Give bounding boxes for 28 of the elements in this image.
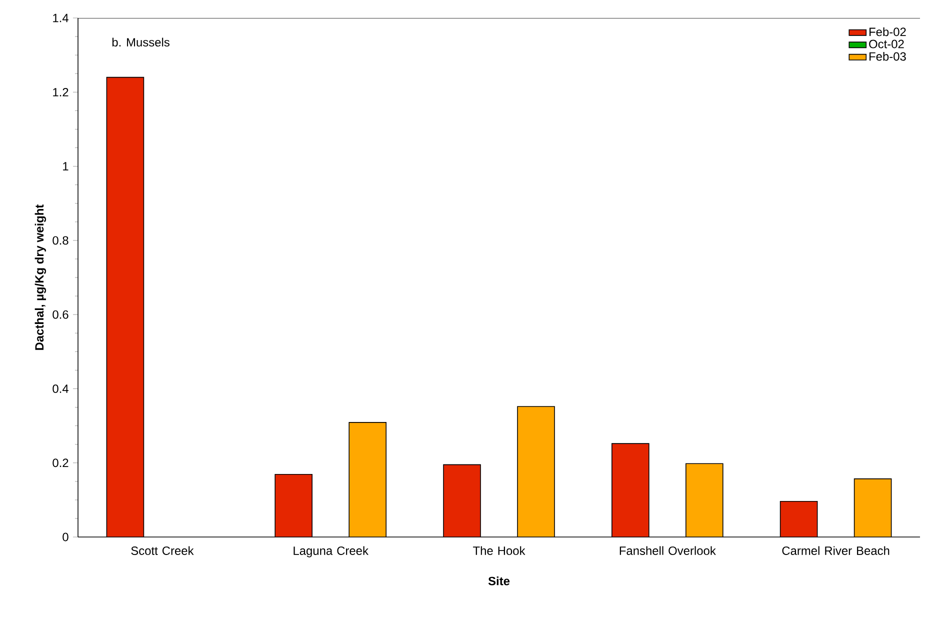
bar xyxy=(349,422,386,537)
y-axis-title: Dacthal, µg/Kg dry weight xyxy=(34,204,46,350)
y-tick-label: 1.4 xyxy=(53,14,68,22)
x-tick-label: The Hook xyxy=(473,546,526,555)
bar xyxy=(444,464,481,537)
y-tick-label: 0.8 xyxy=(52,236,68,245)
bar xyxy=(686,464,723,537)
y-tick-label: 0.4 xyxy=(52,384,68,393)
bar xyxy=(612,444,649,537)
x-tick-label: Fanshell Overlook xyxy=(620,546,716,555)
legend-label: Feb-03 xyxy=(870,52,906,61)
legend-label: Feb-02 xyxy=(870,27,906,36)
y-tick-label: 0.2 xyxy=(52,458,68,468)
x-tick-label: Scott Creek xyxy=(131,546,194,555)
legend-label: Oct-02 xyxy=(869,40,904,48)
x-axis-title: Site xyxy=(488,576,510,586)
bar xyxy=(780,501,818,537)
bar xyxy=(518,406,555,537)
x-tick-label: Carmel River Beach xyxy=(782,546,890,555)
y-tick-label: 0 xyxy=(62,532,68,542)
bar xyxy=(106,77,144,537)
x-tick-label: Laguna Creek xyxy=(294,546,368,558)
y-tick-label: 0.6 xyxy=(52,310,68,319)
bar xyxy=(275,474,312,537)
y-tick-label: 1 xyxy=(63,162,68,170)
y-tick-label: 1.2 xyxy=(53,88,68,96)
annotation: b. Mussels xyxy=(112,38,170,47)
bar xyxy=(854,478,892,537)
